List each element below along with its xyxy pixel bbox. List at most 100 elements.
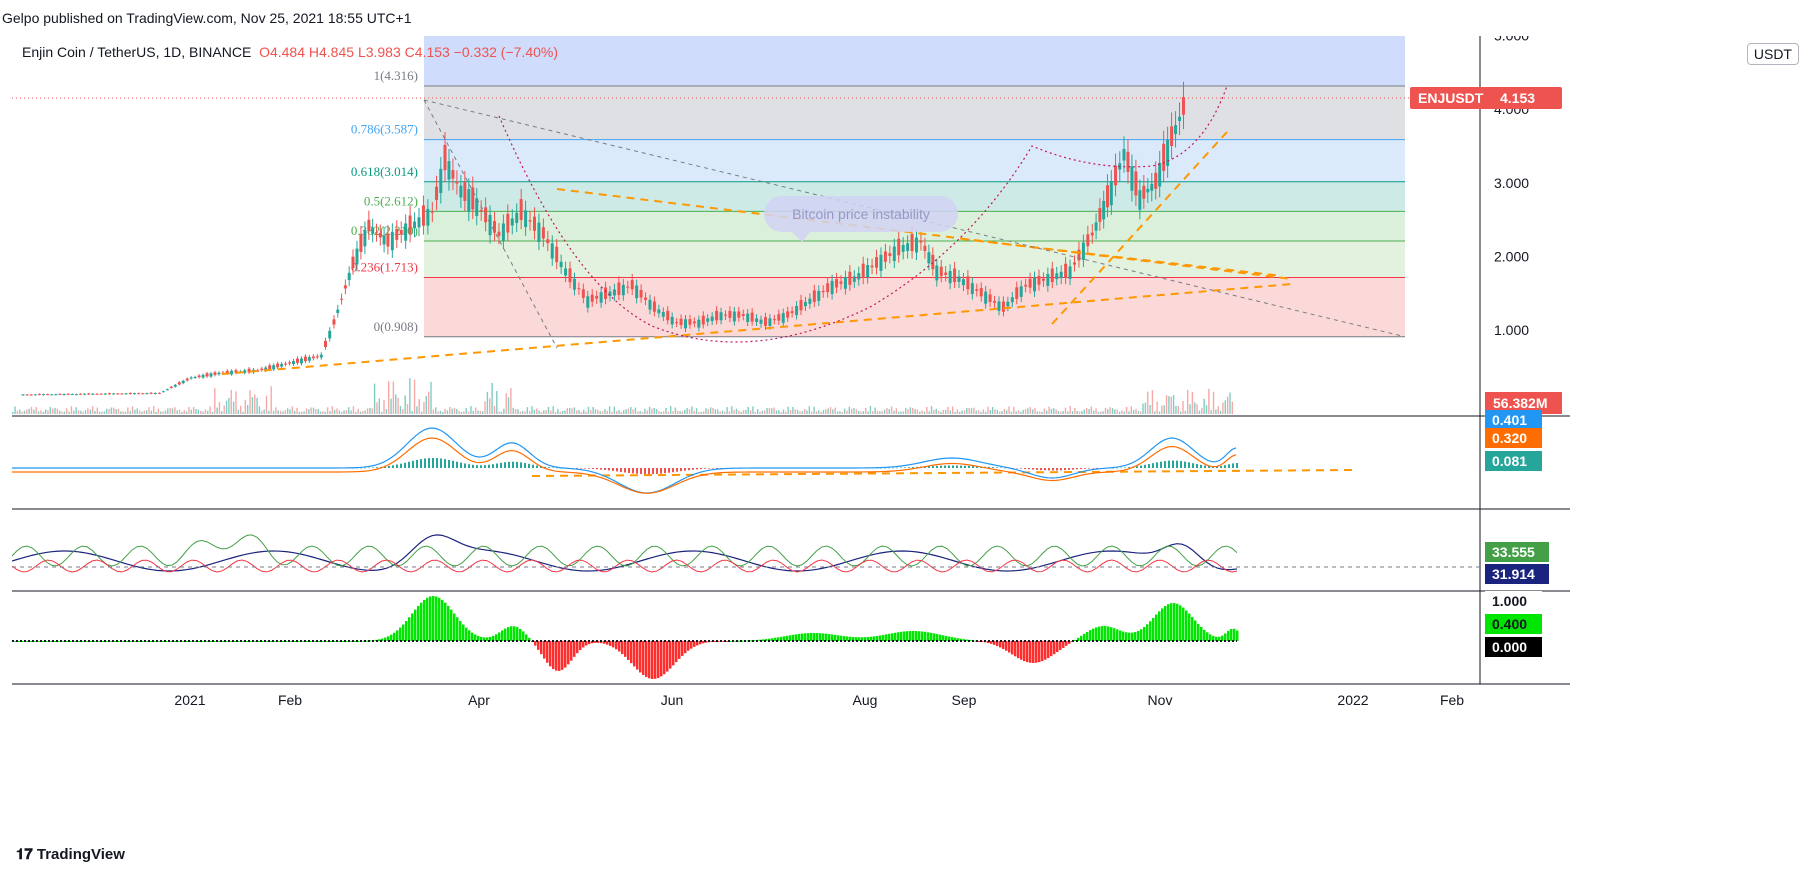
volume-bar (1088, 409, 1090, 414)
macd-hist-bar (1196, 464, 1198, 468)
volume-bar (592, 406, 594, 414)
volume-bar (733, 409, 735, 414)
chart-canvas[interactable]: 1(4.316) 0.786(3.587) 0.618(3.014) 0.5(2.61… (12, 36, 1813, 852)
candle-body (1086, 234, 1090, 247)
volume-bar (935, 408, 937, 414)
volume-bar (404, 395, 406, 414)
osc-bar (1041, 641, 1044, 662)
candle-body (340, 298, 344, 300)
macd-hist-bar (448, 459, 450, 468)
macd-hist-bar (1172, 460, 1174, 468)
macd-hist-bar (688, 468, 690, 471)
osc-bar (1008, 641, 1011, 653)
candle-body (706, 318, 710, 322)
candle-body (1174, 125, 1178, 135)
candle-body (501, 223, 505, 241)
volume-bar (160, 411, 162, 414)
volume-bar (1034, 407, 1036, 414)
candle-body (546, 239, 550, 244)
volume-bar (239, 405, 242, 414)
macd-hist-bar (1068, 468, 1070, 470)
tradingview-logo[interactable]: 𝟏𝟕 TradingView (16, 846, 125, 863)
candle-body (459, 185, 463, 198)
candle-body (755, 318, 759, 322)
candle-body (537, 222, 541, 243)
volume-bar (855, 409, 858, 414)
candle-body (395, 228, 399, 240)
osc-bar (261, 641, 264, 642)
candle-body (455, 181, 459, 184)
volume-bar (425, 395, 427, 414)
volume-bar (115, 409, 117, 414)
volume-bar (1114, 409, 1116, 414)
candle-body (374, 232, 378, 234)
volume-bar (752, 406, 754, 414)
volume-bar (839, 411, 841, 414)
price-tick: 2.000 (1494, 248, 1529, 264)
volume-bar (369, 407, 371, 414)
osc-bar (681, 641, 684, 656)
volume-bar (966, 407, 968, 414)
volume-bar (580, 411, 583, 414)
tv-logo-icon: 𝟏𝟕 (16, 846, 37, 863)
volume-bar (174, 407, 176, 414)
volume-bar (451, 408, 453, 414)
osc-bar (594, 641, 597, 643)
chart-frame[interactable]: 1(4.316) 0.786(3.587) 0.618(3.014) 0.5(2.61… (12, 36, 1813, 852)
osc-bar (552, 641, 555, 670)
candle-body (1028, 278, 1032, 288)
volume-bar (684, 409, 686, 414)
osc-bar (606, 641, 609, 645)
volume-bar (860, 411, 862, 414)
osc-bar (246, 641, 249, 642)
osc-bar (1020, 641, 1023, 660)
macd-hist-bar (1000, 467, 1002, 469)
currency-unit-button[interactable]: USDT (1746, 43, 1799, 65)
candle-body (1138, 190, 1142, 210)
macd-hist-bar (668, 468, 670, 473)
candle-body (1059, 271, 1063, 278)
candle-body (284, 363, 288, 365)
volume-bar (907, 409, 909, 414)
candle-body (132, 393, 136, 395)
macd-hist-bar (624, 468, 626, 473)
volume-bar (681, 411, 684, 414)
volume-bar (1147, 391, 1149, 414)
osc-bar (534, 641, 537, 646)
osc-bar (891, 633, 894, 641)
osc-bar (234, 641, 237, 642)
volume-bar (221, 411, 223, 414)
osc-bar (687, 641, 690, 651)
osc-bar (1029, 641, 1032, 663)
osc-bar (1131, 632, 1134, 641)
volume-bar (1003, 408, 1006, 414)
candle-body (91, 393, 95, 395)
volume-bar (456, 408, 458, 414)
candle-body (697, 319, 701, 328)
osc-bar (576, 641, 579, 654)
osc-bar (390, 634, 393, 641)
volume-bar (961, 410, 963, 414)
volume-bar (453, 407, 456, 414)
osc-bar (558, 641, 561, 671)
volume-bar (40, 410, 42, 414)
volume-bar (153, 406, 155, 414)
osc-bar (555, 641, 558, 671)
osc-bar (804, 633, 807, 641)
volume-bar (977, 410, 980, 414)
volume-bar (937, 410, 940, 414)
candle-body (608, 291, 612, 296)
volume-bar (355, 411, 357, 414)
volume-bar (275, 407, 277, 414)
macd-hist-bar (396, 464, 398, 468)
candle-body (1154, 172, 1158, 189)
volume-bar (627, 408, 630, 414)
volume-bar (108, 409, 110, 414)
osc-bar (579, 641, 582, 651)
macd-hist-bar (604, 468, 606, 470)
osc-bar (525, 634, 528, 641)
macd-hist-bar (444, 459, 446, 468)
volume-bar (1064, 407, 1067, 414)
osc-bar (1080, 635, 1083, 641)
osc-bar (345, 640, 348, 642)
